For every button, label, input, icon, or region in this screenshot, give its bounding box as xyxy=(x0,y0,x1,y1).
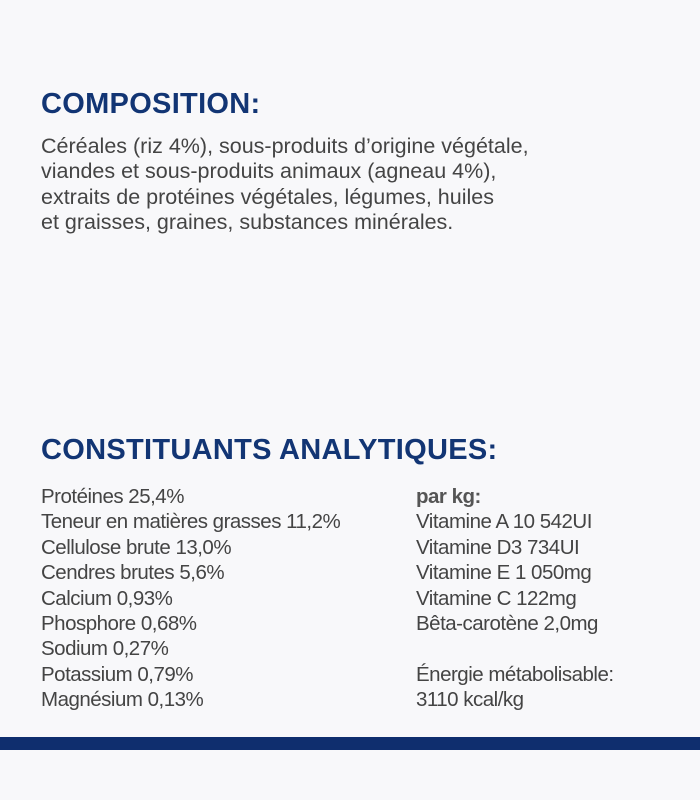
constituent-item: Sodium 0,27% xyxy=(41,637,169,661)
constituent-item: Potassium 0,79% xyxy=(41,662,194,686)
analytical-constituents-list: Protéines 25,4% Teneur en matières grass… xyxy=(41,484,341,713)
constituent-item: Cendres brutes 5,6% xyxy=(41,561,225,585)
constituent-item: Teneur en matières grasses 11,2% xyxy=(41,510,341,534)
energy-value: 3110 kcal/kg xyxy=(416,688,524,712)
composition-line: extraits de protéines végétales, légumes… xyxy=(41,184,494,209)
composition-line: Céréales (riz 4%), sous-produits d’origi… xyxy=(41,134,529,158)
constituent-item: Cellulose brute 13,0% xyxy=(41,535,232,559)
per-kg-label: par kg: xyxy=(416,485,481,508)
vitamin-item: Vitamine E 1 050mg xyxy=(416,561,592,585)
footer-bar xyxy=(0,737,700,750)
composition-text: Céréales (riz 4%), sous-produits d’origi… xyxy=(41,134,691,235)
vitamins-list: par kg: Vitamine A 10 542UI Vitamine D3 … xyxy=(416,484,614,713)
vitamin-item: Vitamine C 122mg xyxy=(416,586,577,610)
constituent-item: Phosphore 0,68% xyxy=(41,611,197,635)
vitamin-item: Bêta-carotène 2,0mg xyxy=(416,611,598,635)
vitamin-item: Vitamine A 10 542UI xyxy=(416,510,592,534)
constituent-item: Magnésium 0,13% xyxy=(41,688,204,712)
constituent-item: Protéines 25,4% xyxy=(41,485,184,508)
vitamin-item: Vitamine D3 734UI xyxy=(416,535,580,559)
composition-heading: COMPOSITION: xyxy=(41,88,261,120)
analytical-heading: CONSTITUANTS ANALYTIQUES: xyxy=(41,434,498,466)
energy-label: Énergie métabolisable: xyxy=(416,662,614,686)
composition-line: viandes et sous-produits animaux (agneau… xyxy=(41,159,497,184)
constituent-item: Calcium 0,93% xyxy=(41,586,173,610)
composition-line: et graisses, graines, substances minéral… xyxy=(41,209,454,234)
